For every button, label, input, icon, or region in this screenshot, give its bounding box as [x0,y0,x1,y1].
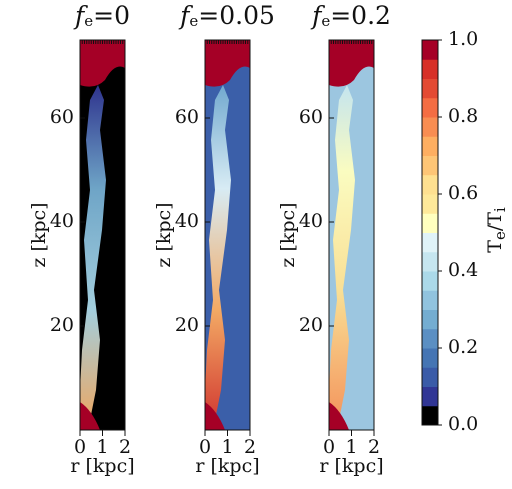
panel-title: fe=0.2 [310,1,391,31]
x-tick-label: 0 [74,436,86,458]
y-tick-label: 40 [175,210,199,232]
x-axis-label: r [kpc] [195,455,259,477]
colorbar-segment [422,386,438,407]
x-tick-label: 0 [323,436,335,458]
colorbar-segment [422,136,438,156]
x-tick-label: 1 [96,436,108,458]
x-tick-label: 2 [368,436,380,458]
y-tick-label: 60 [50,106,74,128]
title-var: f [310,1,325,30]
base-wedge [329,402,349,430]
colorbar-segment [422,290,438,310]
x-tick-label: 0 [199,436,211,458]
colorbar-segment [422,367,438,387]
colorbar-segment [422,194,438,214]
base-wedge [205,402,225,430]
y-tick-label: 40 [50,210,74,232]
x-axis-label: r [kpc] [70,455,134,477]
y-tick-label: 20 [299,314,323,336]
colorbar-segment [422,40,438,60]
y-tick-label: 60 [299,106,323,128]
y-axis-label: z [kpc] [28,202,50,267]
colorbar-segment [422,117,438,137]
title-var: f [73,1,88,30]
colorbar-segment [422,309,438,330]
x-tick-label: 1 [345,436,357,458]
top-band [80,40,125,87]
title-sub: e [84,12,93,30]
x-tick-label: 1 [221,436,233,458]
colorbar-segment [422,97,438,118]
y-axis-label: z [kpc] [277,202,299,267]
label-sub: e [491,231,509,240]
y-tick-label: 40 [299,210,323,232]
title-sub: e [189,12,198,30]
panel: fe=0.2 20 40 60 0 1 2r [kpc] z [kpc] [277,1,391,478]
panel-title: fe=0.05 [178,1,275,31]
title-rest: =0.05 [198,1,275,30]
colorbar-segment [422,155,438,176]
plume [329,85,355,430]
colorbar-segment [422,405,438,426]
colorbar-frame [421,39,439,426]
colorbar-segment [422,174,438,195]
title-sub: e [321,12,330,30]
panel-title: fe=0 [73,1,130,31]
colorbar-segment [422,328,438,349]
x-tick-label: 2 [119,436,131,458]
title-rest: =0.2 [330,1,391,30]
colorbar-segment [422,271,438,291]
label-main: T [484,240,506,253]
colorbar-tick-label: 0.4 [448,259,478,281]
x-tick-label: 2 [244,436,256,458]
colorbar-segment [422,232,438,253]
panel: fe=0.05 20 40 60 0 1 2r [kpc] z [kpc] [153,1,275,478]
top-band [329,40,374,87]
colorbar-segment [422,348,438,368]
y-tick-label: 20 [50,314,74,336]
base-wedge [80,402,100,430]
title-var: f [178,1,193,30]
colorbar-segment [422,251,438,272]
panel: fe=0 20 40 60 0 1 2r [kpc] z [kpc] [28,1,135,478]
y-tick-label: 20 [175,314,199,336]
colorbar-tick-label: 1.0 [448,28,478,50]
colorbar-tick-label: 0.6 [448,182,478,204]
colorbar-segment [422,78,438,99]
top-band [205,40,250,87]
colorbar-segment [422,213,438,233]
label-sub: i [491,207,509,212]
colorbar-label: Te/Ti [484,207,509,253]
colorbar-tick-label: 0.0 [448,413,478,435]
colorbar-segment [422,59,438,79]
title-rest: =0 [93,1,130,30]
x-axis-label: r [kpc] [319,455,383,477]
plume [205,85,231,430]
colorbar-tick-label: 0.2 [448,336,478,358]
colorbar-tick-label: 0.8 [448,105,478,127]
y-tick-label: 60 [175,106,199,128]
plume [80,85,106,430]
label-mid: /T [484,212,506,231]
y-axis-label: z [kpc] [153,202,175,267]
